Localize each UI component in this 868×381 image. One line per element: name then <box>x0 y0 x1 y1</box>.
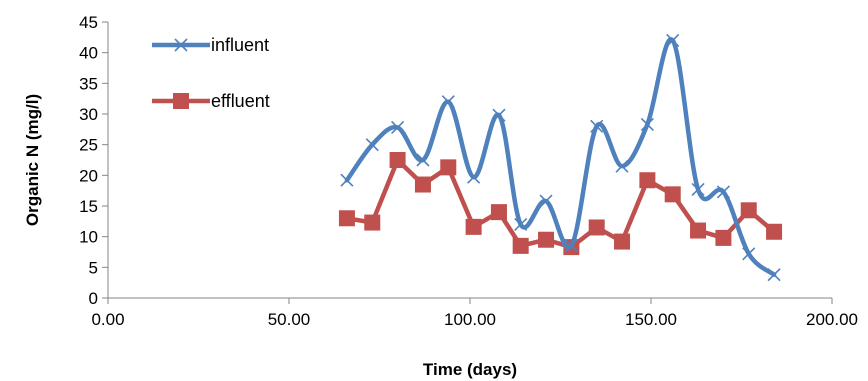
data-point-influent-stroke-b <box>564 239 578 253</box>
x-tick-label: 50.00 <box>268 310 311 329</box>
data-point-influent <box>365 138 379 152</box>
data-point-influent <box>640 117 654 131</box>
data-point-effluent <box>389 152 406 168</box>
legend-marker-shape <box>174 38 188 52</box>
data-point-influent <box>691 182 705 197</box>
data-point-influent-stroke-b <box>767 268 781 282</box>
data-point-influent-stroke-b <box>615 159 629 173</box>
data-point-effluent <box>690 222 707 239</box>
data-point-influent-stroke-b <box>742 247 756 261</box>
data-point-influent-stroke-b <box>539 194 553 208</box>
data-point-influent-stroke-b <box>441 95 455 109</box>
series-line-influent <box>344 37 777 277</box>
data-point-influent <box>441 95 455 109</box>
data-point-effluent <box>538 231 555 248</box>
legend-marker-effluent <box>173 93 189 109</box>
data-point-influent-stroke-b <box>340 173 354 187</box>
data-point-influent-stroke-b <box>365 138 379 152</box>
y-tick-label: 35 <box>79 74 98 93</box>
data-point-influent-stroke-b <box>391 120 405 135</box>
legend-marker-influent <box>174 38 188 52</box>
y-tick-label: 30 <box>79 105 98 124</box>
data-point-effluent <box>740 202 757 219</box>
data-point-influent <box>564 239 578 253</box>
data-point-influent <box>666 33 680 47</box>
y-tick-label: 40 <box>79 44 98 63</box>
data-point-effluent <box>639 172 656 189</box>
x-axis-title: Time (days) <box>423 360 517 379</box>
data-point-influent <box>391 120 405 135</box>
data-point-influent-stroke-b <box>640 117 654 131</box>
data-point-influent <box>416 153 430 167</box>
data-point-influent-stroke-b <box>492 108 506 122</box>
series-effluent <box>338 152 783 256</box>
x-axis-ticks: 0.00 50.00 100.00 150.00 200.00 <box>91 298 858 329</box>
data-point-influent <box>767 268 781 282</box>
data-point-influent <box>615 159 629 173</box>
y-tick-label: 5 <box>89 258 98 277</box>
data-point-effluent <box>440 159 457 176</box>
data-point-influent <box>467 170 481 184</box>
data-point-effluent <box>766 223 783 240</box>
legend-marker-shape <box>173 93 189 109</box>
data-point-influent-stroke-b <box>467 170 481 184</box>
legend-label-influent: influent <box>211 35 269 55</box>
data-point-influent <box>742 247 756 261</box>
data-point-effluent <box>512 237 529 254</box>
data-point-effluent <box>465 218 482 235</box>
legend-item-effluent: effluent <box>152 91 270 111</box>
data-point-influent-stroke-b <box>716 185 730 199</box>
data-point-influent-stroke-b <box>514 217 528 231</box>
data-point-influent <box>514 217 528 231</box>
x-tick-label: 150.00 <box>625 310 677 329</box>
data-point-effluent <box>490 204 507 221</box>
data-point-effluent <box>364 214 381 231</box>
data-point-influent <box>492 108 506 122</box>
y-tick-label: 10 <box>79 228 98 247</box>
legend-label-effluent: effluent <box>211 91 270 111</box>
data-point-influent <box>590 119 604 133</box>
y-axis-ticks: 0 5 10 15 20 25 30 35 40 45 <box>79 13 108 308</box>
axes: 0.00 50.00 100.00 150.00 200.00 0 5 10 15 20 25 30… <box>79 13 858 329</box>
y-axis-title: Organic N (mg/l) <box>23 94 42 226</box>
data-point-influent <box>539 194 553 208</box>
series-layer <box>338 33 783 282</box>
data-point-effluent <box>414 176 431 193</box>
data-point-effluent <box>338 210 355 227</box>
series-influent <box>340 33 781 282</box>
y-tick-label: 15 <box>79 197 98 216</box>
data-point-effluent <box>614 233 631 250</box>
x-tick-label: 200.00 <box>806 310 858 329</box>
data-point-effluent <box>664 186 681 203</box>
legend: influent effluent <box>152 35 270 111</box>
data-point-influent <box>340 173 354 187</box>
data-point-influent-stroke-b <box>590 119 604 133</box>
data-point-effluent <box>715 229 732 246</box>
x-tick-label: 0.00 <box>91 310 124 329</box>
y-tick-label: 45 <box>79 13 98 32</box>
x-tick-label: 100.00 <box>444 310 496 329</box>
y-tick-label: 20 <box>79 166 98 185</box>
y-tick-label: 0 <box>89 289 98 308</box>
data-point-effluent <box>588 219 605 236</box>
legend-item-influent: influent <box>152 35 269 55</box>
data-point-influent-stroke-b <box>691 182 705 197</box>
data-point-influent-stroke-b <box>666 33 680 47</box>
y-tick-label: 25 <box>79 136 98 155</box>
data-point-influent <box>716 185 730 199</box>
data-point-influent-stroke-b <box>416 153 430 167</box>
legend-marker-shape-stroke-b <box>174 38 188 52</box>
